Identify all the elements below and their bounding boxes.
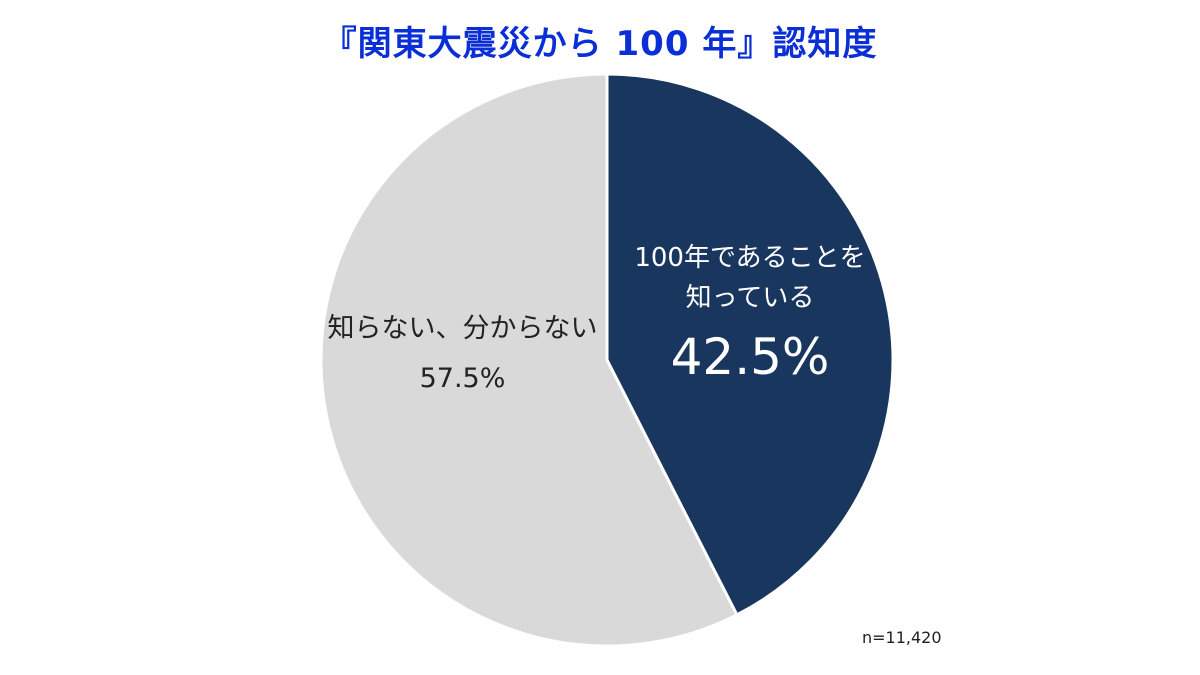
slice-label-known-line-2: 知っている xyxy=(685,283,815,314)
slice-label-known: 100年であることを 知っている 42.5% xyxy=(620,238,880,390)
slice-label-unknown-line-1: 知らない、分からない xyxy=(327,313,598,344)
pie-slices xyxy=(319,72,895,648)
pie-slice-unknown xyxy=(319,72,739,648)
pie-slice-known xyxy=(605,72,895,617)
slice-value-known: 42.5% xyxy=(670,327,830,386)
chart-title: 『関東大震災から 100 年』認知度 xyxy=(322,24,878,64)
slice-label-unknown: 知らない、分からない 57.5% xyxy=(315,308,610,400)
sample-size-note: n=11,420 xyxy=(862,628,942,647)
slice-value-unknown: 57.5% xyxy=(419,362,506,394)
slice-label-known-line-1: 100年であることを xyxy=(634,243,866,273)
